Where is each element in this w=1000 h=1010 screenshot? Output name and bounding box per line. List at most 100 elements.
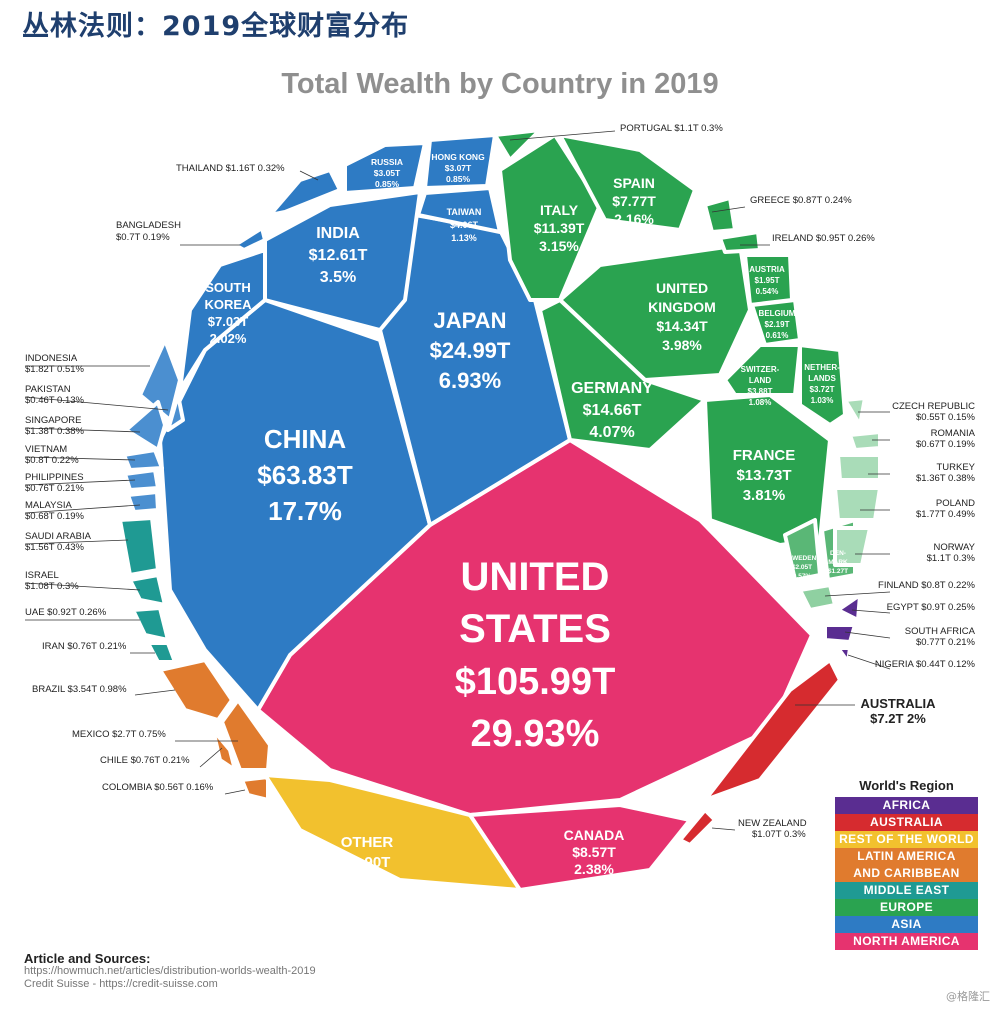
callout-label: $0.67T 0.19% [916,439,976,450]
cell-label: UNITED [461,555,610,599]
leader-line [199,747,223,768]
cell-australia [703,658,842,802]
cell-label: INDIA [316,225,360,242]
callout-label: $1.36T 0.38% [916,473,976,484]
cell-label: SOUTH [205,280,251,295]
callout-label: SINGAPORE [25,415,82,426]
callout-label: SAUDI ARABIA [25,531,92,542]
cell-label: 2.02% [210,331,247,346]
callout-label: SOUTH AFRICA [905,626,976,637]
cell-nz [678,808,717,847]
legend: World's Region AFRICA AUSTRALIA REST OF TH… [835,778,978,950]
cell-finland [798,583,837,612]
cell-label: 29.93% [471,713,600,755]
leader-line [24,504,141,514]
cell-label: $11.39T [534,220,585,236]
leader-line [24,479,136,486]
cell-norway [833,526,872,567]
cell-label: OTHER [341,834,394,851]
callout-label: POLAND [936,498,975,509]
cell-label: $63.83T [257,460,353,490]
callout-label: $1.1T 0.3% [927,553,976,564]
callout-label: ROMANIA [931,428,976,439]
cell-swiss [723,343,802,397]
callout-label: PHILIPPINES [25,472,84,483]
legend-item: MIDDLE EAST [835,882,978,899]
cell-brazil [158,658,234,722]
cell-label: JAPAN [434,308,507,333]
cell-label: 6.93% [439,368,501,393]
cell-label: HONG KONG [431,152,485,162]
cell-pak [166,393,185,432]
cell-label: ITALY [540,202,579,218]
sources-title: Article and Sources: [24,951,151,966]
sources: Article and Sources: https://howmuch.net… [24,952,316,991]
leader-line [24,456,136,461]
callout-label: PAKISTAN [25,384,71,395]
callout-label: NORWAY [933,542,975,553]
cell-label: $3.07T [445,163,472,173]
watermark: @格隆汇 [946,990,990,1003]
cell-label: AUSTRIA [749,265,785,274]
callout-label: CHILE $0.76T 0.21% [100,755,190,766]
cell-label: SWITZER- [741,365,780,374]
cell-hk [423,133,497,190]
cell-belgium [750,298,802,347]
cell-russia [343,141,427,195]
callout-label: $1.38T 0.38% [25,426,85,437]
cell-label: $3.88T [748,387,773,396]
cell-label: $12.61T [309,247,368,264]
cell-label: $24.99T [430,338,511,363]
callout-label: THAILAND $1.16T 0.32% [176,163,285,174]
cell-label: KINGDOM [648,299,716,315]
cell-label: 0.35% [829,577,848,584]
chart-title: Total Wealth by Country in 2019 [281,68,719,100]
cell-turkey [836,453,882,482]
page-header: 丛林法则：2019全球财富分布 [22,11,410,42]
callout-label: COLOMBIA $0.56T 0.16% [102,782,214,793]
leader-line [844,631,891,639]
cell-label: 3.5% [320,269,356,286]
callout-label: MEXICO $2.7T 0.75% [72,729,166,740]
leader-line [711,206,746,213]
legend-item: ASIA [835,916,978,933]
cell-mexico [220,698,272,772]
cell-label: DEN- [830,550,846,557]
callout-label: $1.77T 0.49% [916,509,976,520]
callout-label: $0.77T 0.21% [916,637,976,648]
callout-label: $0.7T 0.19% [116,232,170,243]
cell-portugal [493,128,542,162]
cell-label: AUSTRALIA [860,696,936,711]
cell-label: STATES [459,607,611,651]
cell-label: 4.07% [589,424,634,441]
leader-line [824,591,891,597]
cell-label: $7.77T [612,193,656,209]
cell-label: SPAIN [613,175,655,191]
callout-label: INDONESIA [25,353,78,364]
cell-label: $105.99T [455,661,616,703]
cell-label: BELGIUM [759,309,796,318]
cell-uae [131,606,170,642]
callout-label: MALAYSIA [25,500,72,511]
cell-label: 0.85% [375,179,400,189]
cell-sweden [783,518,822,582]
cell-label: 0.85% [446,174,471,184]
cell-safrica [823,623,857,644]
legend-item: AFRICA [835,797,978,814]
cell-malay [126,490,160,514]
leader-line [24,539,129,545]
cell-label: 1.08% [749,398,772,407]
cell-label: GERMANY [571,380,653,397]
leader-line [224,789,246,795]
callout-label: UAE $0.92T 0.26% [25,607,107,618]
leader-line [24,396,169,411]
leader-line [299,170,319,181]
cell-label: 3.15% [539,238,579,254]
leader-line [24,427,141,433]
cell-label: NETHER- [804,363,840,372]
callout-label: $0.8T 0.22% [25,455,79,466]
cell-sing [124,400,167,452]
callout-label: BRAZIL $3.54T 0.98% [32,684,127,695]
legend-item: AUSTRALIA [835,814,978,831]
callout-label: $1.08T 0.3% [25,581,79,592]
